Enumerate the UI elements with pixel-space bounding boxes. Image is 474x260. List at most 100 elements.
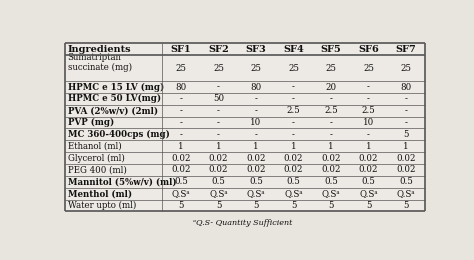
Text: 0.02: 0.02	[171, 165, 191, 174]
Text: 0.02: 0.02	[209, 154, 228, 162]
Text: 50: 50	[213, 94, 224, 103]
Text: 5: 5	[178, 201, 184, 210]
Text: -: -	[255, 94, 257, 103]
Text: 0.5: 0.5	[362, 177, 375, 186]
Text: -: -	[180, 118, 182, 127]
Text: 0.5: 0.5	[324, 177, 338, 186]
Text: Water upto (ml): Water upto (ml)	[68, 201, 136, 210]
Text: ᵃQ.S- Quantity Sufficient: ᵃQ.S- Quantity Sufficient	[193, 219, 292, 228]
Text: -: -	[292, 94, 295, 103]
Text: 0.02: 0.02	[209, 165, 228, 174]
Text: SF2: SF2	[208, 45, 229, 54]
Text: -: -	[217, 106, 220, 115]
Text: 80: 80	[401, 82, 411, 92]
Text: SF1: SF1	[171, 45, 191, 54]
Text: PVP (mg): PVP (mg)	[68, 118, 114, 127]
Text: HPMC e 50 LV(mg): HPMC e 50 LV(mg)	[68, 94, 161, 103]
Text: 10: 10	[363, 118, 374, 127]
Text: -: -	[329, 118, 332, 127]
Text: 1: 1	[328, 142, 334, 151]
Text: 0.02: 0.02	[284, 165, 303, 174]
Text: MC 360-400cps (mg): MC 360-400cps (mg)	[68, 130, 170, 139]
Text: 0.02: 0.02	[396, 165, 416, 174]
Text: 0.02: 0.02	[246, 165, 266, 174]
Text: 0.02: 0.02	[359, 165, 378, 174]
Text: -: -	[405, 94, 408, 103]
Text: -: -	[405, 118, 408, 127]
Text: Ethanol (ml): Ethanol (ml)	[68, 142, 121, 151]
Text: 25: 25	[363, 64, 374, 73]
Text: 5: 5	[403, 201, 409, 210]
Text: Glycerol (ml): Glycerol (ml)	[68, 153, 125, 163]
Text: -: -	[255, 106, 257, 115]
Text: 25: 25	[251, 64, 262, 73]
Text: Q.Sᵃ: Q.Sᵃ	[246, 189, 265, 198]
Text: 0.5: 0.5	[211, 177, 226, 186]
Text: 0.5: 0.5	[174, 177, 188, 186]
Text: Menthol (ml): Menthol (ml)	[68, 189, 132, 198]
Text: 0.02: 0.02	[284, 154, 303, 162]
Text: 2.5: 2.5	[287, 106, 301, 115]
Text: -: -	[367, 82, 370, 92]
Text: 5: 5	[366, 201, 371, 210]
Text: 0.02: 0.02	[396, 154, 416, 162]
Text: 2.5: 2.5	[362, 106, 375, 115]
Text: SF4: SF4	[283, 45, 304, 54]
Text: 0.5: 0.5	[287, 177, 301, 186]
Text: -: -	[405, 106, 408, 115]
Text: Q.Sᵃ: Q.Sᵃ	[359, 189, 378, 198]
Text: 25: 25	[401, 64, 411, 73]
Text: 0.02: 0.02	[171, 154, 191, 162]
Text: 0.5: 0.5	[249, 177, 263, 186]
Text: 10: 10	[250, 118, 262, 127]
Text: 5: 5	[403, 130, 409, 139]
Text: HPMC e 15 LV (mg): HPMC e 15 LV (mg)	[68, 82, 164, 92]
Text: 25: 25	[175, 64, 186, 73]
Text: Sumatriptan
succinate (mg): Sumatriptan succinate (mg)	[68, 53, 132, 72]
Text: -: -	[329, 130, 332, 139]
Text: PVA (2%w/v) (2ml): PVA (2%w/v) (2ml)	[68, 106, 158, 115]
Text: 0.02: 0.02	[359, 154, 378, 162]
Text: 0.02: 0.02	[246, 154, 266, 162]
Text: -: -	[292, 130, 295, 139]
Text: SF5: SF5	[320, 45, 341, 54]
Text: 1: 1	[291, 142, 296, 151]
Text: 0.02: 0.02	[321, 165, 341, 174]
Text: -: -	[367, 130, 370, 139]
Text: 2.5: 2.5	[324, 106, 338, 115]
Text: Q.Sᵃ: Q.Sᵃ	[284, 189, 303, 198]
Text: -: -	[255, 130, 257, 139]
Text: -: -	[292, 118, 295, 127]
Text: 1: 1	[178, 142, 184, 151]
Text: -: -	[217, 82, 220, 92]
Text: 0.5: 0.5	[399, 177, 413, 186]
Text: 25: 25	[288, 64, 299, 73]
Text: Q.Sᵃ: Q.Sᵃ	[172, 189, 191, 198]
Text: 20: 20	[326, 82, 337, 92]
Text: 5: 5	[216, 201, 221, 210]
Text: 1: 1	[403, 142, 409, 151]
Text: -: -	[217, 130, 220, 139]
Text: 80: 80	[175, 82, 187, 92]
Text: 25: 25	[213, 64, 224, 73]
Text: Q.Sᵃ: Q.Sᵃ	[322, 189, 340, 198]
Text: SF7: SF7	[396, 45, 416, 54]
Text: Ingredients: Ingredients	[68, 45, 131, 54]
Text: 80: 80	[250, 82, 262, 92]
Text: -: -	[180, 106, 182, 115]
Text: Q.Sᵃ: Q.Sᵃ	[209, 189, 228, 198]
Text: Q.Sᵃ: Q.Sᵃ	[397, 189, 415, 198]
Text: SF6: SF6	[358, 45, 379, 54]
Text: -: -	[180, 94, 182, 103]
Text: -: -	[367, 94, 370, 103]
Text: 1: 1	[366, 142, 371, 151]
Text: -: -	[292, 82, 295, 92]
Text: 1: 1	[253, 142, 259, 151]
Text: 0.02: 0.02	[321, 154, 341, 162]
Text: 5: 5	[328, 201, 334, 210]
Text: PEG 400 (ml): PEG 400 (ml)	[68, 165, 127, 174]
Text: SF3: SF3	[246, 45, 266, 54]
Text: Mannitol (5%w/v) (ml): Mannitol (5%w/v) (ml)	[68, 177, 176, 186]
Text: -: -	[217, 118, 220, 127]
Text: 1: 1	[216, 142, 221, 151]
